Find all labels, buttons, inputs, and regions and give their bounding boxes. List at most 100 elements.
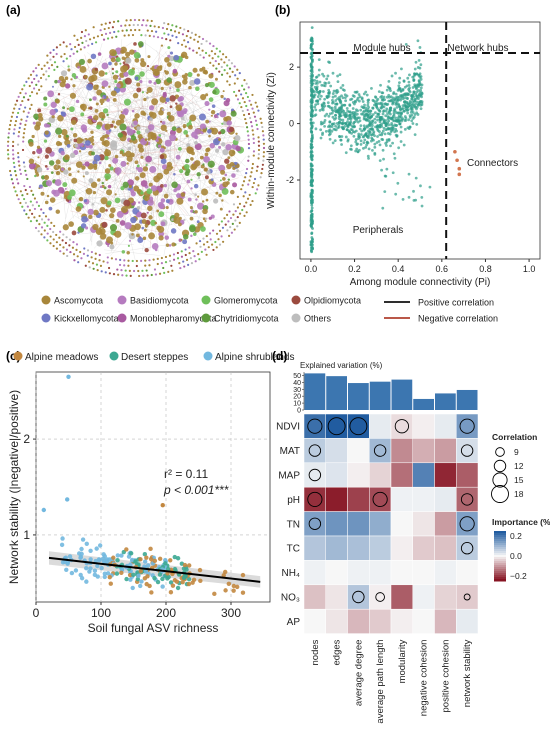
network-node: [28, 107, 32, 110]
node-point: [393, 98, 397, 101]
network-node: [142, 19, 145, 22]
color-legend-step: [494, 569, 506, 572]
network-node: [245, 104, 248, 108]
network-node: [90, 130, 94, 134]
node-point: [311, 82, 315, 85]
network-node: [153, 268, 157, 271]
network-node: [61, 128, 68, 136]
network-node: [72, 132, 78, 138]
node-point: [340, 94, 343, 98]
node-point: [330, 111, 334, 115]
legend-label: Monoblepharomycota: [130, 314, 217, 324]
network-node: [50, 64, 54, 67]
network-edge: [77, 78, 126, 140]
node-point: [352, 95, 356, 98]
node-point: [400, 119, 403, 123]
network-node: [149, 24, 152, 27]
network-node: [189, 256, 192, 260]
network-node: [204, 152, 209, 157]
network-node: [252, 154, 255, 157]
network-node: [92, 190, 97, 195]
network-node: [240, 84, 244, 87]
node-point: [331, 141, 335, 145]
size-legend-label: 18: [514, 489, 524, 499]
network-node: [245, 167, 249, 171]
network-node: [88, 178, 94, 184]
network-node: [172, 258, 176, 261]
sample-point: [145, 574, 150, 579]
network-node: [254, 119, 258, 122]
network-node: [243, 205, 246, 208]
network-node: [163, 183, 168, 188]
network-node: [179, 168, 184, 174]
network-node: [247, 142, 251, 146]
network-node: [171, 24, 174, 27]
network-node: [19, 91, 22, 95]
network-node: [183, 28, 186, 31]
network-node: [33, 216, 36, 219]
sample-point: [127, 572, 133, 578]
network-edge: [123, 101, 132, 184]
node-point: [391, 96, 395, 100]
network-node: [189, 114, 197, 122]
network-node: [58, 236, 61, 239]
network-node: [180, 238, 183, 241]
network-node: [125, 150, 132, 158]
node-point: [375, 115, 379, 119]
network-node: [188, 124, 193, 130]
network-node: [257, 109, 260, 112]
node-point: [417, 79, 421, 82]
network-node: [33, 207, 37, 211]
network-node: [218, 243, 222, 246]
network-node: [104, 22, 107, 25]
network-node: [210, 114, 213, 117]
network-node: [161, 121, 166, 125]
network-node: [234, 135, 241, 142]
correlation-circle: [307, 491, 323, 507]
node-point: [359, 133, 363, 136]
node-point: [333, 117, 336, 121]
network-node: [21, 99, 24, 103]
node-point: [371, 148, 374, 152]
network-node: [156, 172, 164, 180]
network-node: [136, 87, 142, 93]
network-node: [235, 145, 241, 152]
node-point: [415, 96, 419, 100]
network-edge: [97, 125, 240, 188]
network-node: [45, 70, 48, 73]
network-node: [81, 215, 88, 223]
node-point: [310, 189, 314, 193]
sample-point: [64, 567, 69, 572]
network-node: [81, 165, 86, 170]
node-point: [351, 100, 355, 104]
node-point: [379, 83, 382, 87]
network-node: [245, 82, 248, 85]
node-point: [324, 129, 328, 133]
network-node: [226, 120, 232, 126]
node-point: [367, 105, 370, 109]
network-node: [105, 209, 108, 212]
network-node: [112, 272, 116, 276]
network-node: [148, 264, 151, 267]
legend-swatch: [41, 313, 51, 323]
legend-label: Ascomycota: [54, 296, 103, 306]
network-node: [66, 107, 70, 110]
size-legend-label: 9: [514, 447, 519, 457]
node-point: [311, 227, 314, 230]
node-point: [408, 125, 412, 129]
network-node: [55, 241, 58, 244]
network-node: [208, 54, 211, 57]
sample-point: [88, 557, 93, 562]
node-point: [341, 127, 345, 131]
network-node: [146, 86, 153, 93]
network-node: [160, 86, 164, 91]
network-node: [243, 100, 246, 104]
sample-point: [170, 583, 176, 588]
network-node: [129, 152, 135, 158]
node-point: [405, 100, 409, 104]
network-node: [57, 165, 61, 169]
network-node: [168, 254, 172, 257]
y-axis-title: Within-module connectivity (Zi): [266, 72, 277, 209]
network-edge: [195, 120, 236, 228]
node-point: [341, 83, 345, 87]
